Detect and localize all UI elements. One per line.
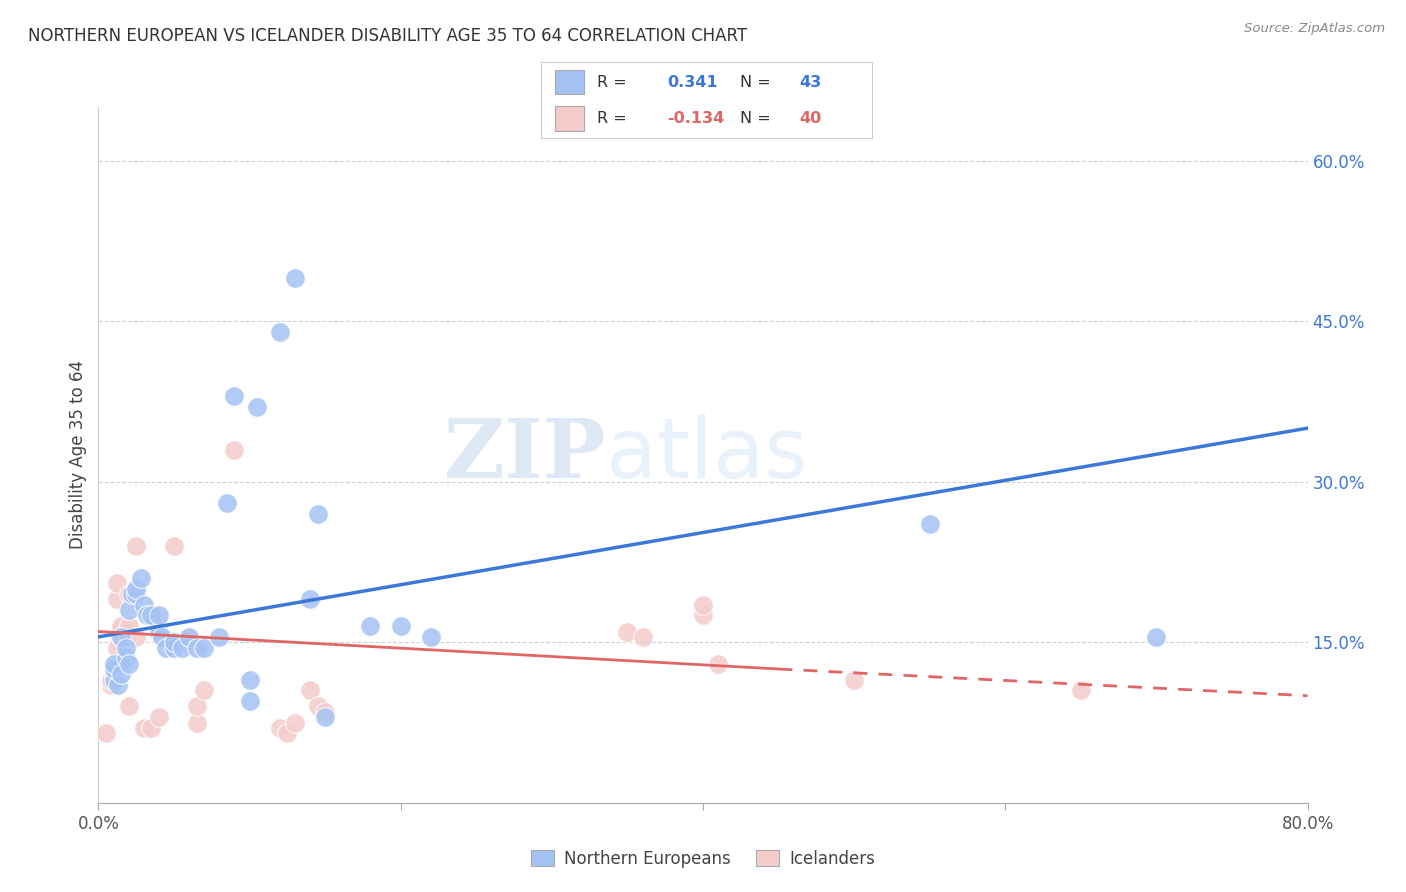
Point <box>118 603 141 617</box>
Point <box>125 630 148 644</box>
Point <box>420 630 443 644</box>
Point <box>276 726 298 740</box>
Legend: Northern Europeans, Icelanders: Northern Europeans, Icelanders <box>524 843 882 874</box>
Point <box>118 587 141 601</box>
Bar <box>554 106 585 130</box>
Point <box>121 587 143 601</box>
Point <box>110 619 132 633</box>
Point <box>114 630 136 644</box>
Point <box>1144 630 1167 644</box>
Text: 40: 40 <box>799 111 821 126</box>
Text: NORTHERN EUROPEAN VS ICELANDER DISABILITY AGE 35 TO 64 CORRELATION CHART: NORTHERN EUROPEAN VS ICELANDER DISABILIT… <box>28 27 747 45</box>
Point <box>707 657 730 671</box>
Point <box>269 325 291 339</box>
Text: R =: R = <box>598 75 633 90</box>
Point <box>314 710 336 724</box>
Point <box>239 694 262 708</box>
Point <box>193 683 215 698</box>
Text: 43: 43 <box>799 75 821 90</box>
Point <box>105 640 128 655</box>
Point <box>215 496 238 510</box>
Point <box>105 576 128 591</box>
Point <box>307 507 329 521</box>
Point <box>692 608 714 623</box>
Point <box>125 587 148 601</box>
Point <box>284 271 307 285</box>
Point <box>170 640 193 655</box>
Point <box>114 640 136 655</box>
Point <box>118 657 141 671</box>
Point <box>163 539 186 553</box>
Point <box>141 721 163 735</box>
Point <box>148 608 170 623</box>
Point <box>389 619 412 633</box>
Point <box>299 683 322 698</box>
Point <box>132 598 155 612</box>
Point <box>125 539 148 553</box>
Point <box>360 619 382 633</box>
Point <box>118 699 141 714</box>
Point <box>163 635 186 649</box>
Text: -0.134: -0.134 <box>666 111 724 126</box>
Text: 0.341: 0.341 <box>666 75 717 90</box>
Point <box>110 630 132 644</box>
Point <box>186 640 208 655</box>
Point <box>224 442 246 457</box>
Point <box>186 715 208 730</box>
Point <box>616 624 638 639</box>
Point <box>103 667 125 681</box>
Point <box>107 678 129 692</box>
Point <box>118 619 141 633</box>
Point <box>103 662 125 676</box>
Point <box>135 608 157 623</box>
Point <box>110 630 132 644</box>
Point <box>103 673 125 687</box>
Point <box>299 592 322 607</box>
Point <box>148 624 170 639</box>
Point <box>186 699 208 714</box>
Point <box>631 630 654 644</box>
Text: ZIP: ZIP <box>444 415 606 495</box>
Text: atlas: atlas <box>606 415 808 495</box>
Point <box>125 582 148 596</box>
Point <box>179 630 201 644</box>
Point <box>307 699 329 714</box>
Point <box>246 400 269 414</box>
Point <box>239 673 262 687</box>
Point <box>105 592 128 607</box>
Point <box>193 640 215 655</box>
Y-axis label: Disability Age 35 to 64: Disability Age 35 to 64 <box>69 360 87 549</box>
Point <box>110 624 132 639</box>
Point <box>100 673 122 687</box>
Point <box>114 651 136 665</box>
Point <box>103 657 125 671</box>
Point <box>129 571 152 585</box>
Point <box>150 630 173 644</box>
Point <box>155 640 177 655</box>
Text: Source: ZipAtlas.com: Source: ZipAtlas.com <box>1244 22 1385 36</box>
Point <box>1070 683 1092 698</box>
Text: N =: N = <box>740 111 776 126</box>
Point <box>314 705 336 719</box>
Point <box>94 726 117 740</box>
Point <box>141 608 163 623</box>
Point <box>692 598 714 612</box>
Point <box>100 678 122 692</box>
Point <box>269 721 291 735</box>
Point <box>844 673 866 687</box>
Bar <box>554 70 585 95</box>
Text: N =: N = <box>740 75 776 90</box>
Point <box>284 715 307 730</box>
Text: R =: R = <box>598 111 633 126</box>
Point <box>163 640 186 655</box>
Point <box>114 624 136 639</box>
Point <box>208 630 231 644</box>
Point <box>103 662 125 676</box>
Point <box>110 667 132 681</box>
Point <box>918 517 941 532</box>
Point <box>148 710 170 724</box>
Point <box>224 389 246 403</box>
Point <box>179 630 201 644</box>
Point <box>132 721 155 735</box>
